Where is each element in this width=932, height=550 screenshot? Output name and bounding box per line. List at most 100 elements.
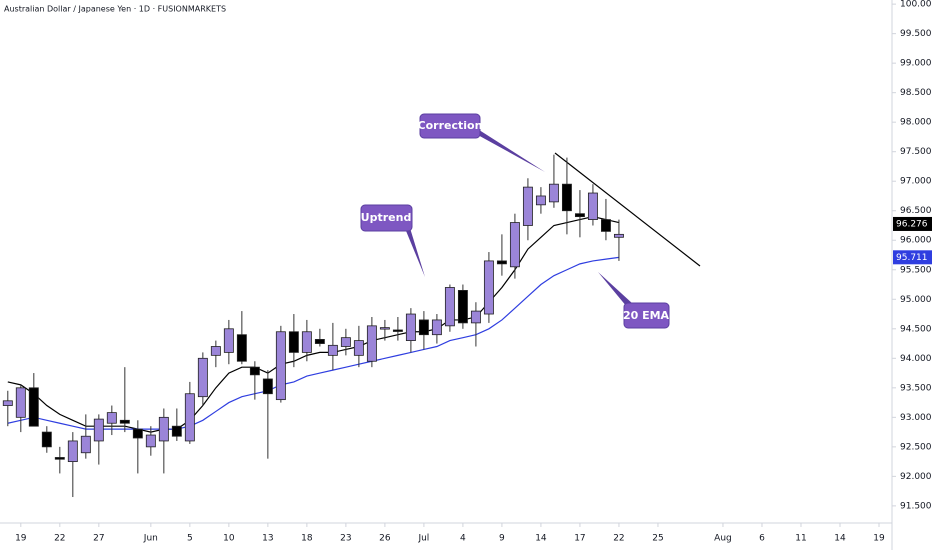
- candle-body: [54, 457, 65, 460]
- candle-body: [275, 331, 286, 401]
- x-tick-label: 19: [873, 534, 885, 544]
- y-tick-label: 97.500: [900, 147, 932, 157]
- y-tick-label: 94.500: [900, 324, 932, 334]
- candle-body: [249, 366, 260, 376]
- candle-body: [314, 339, 325, 344]
- x-tick-label: 5: [187, 534, 193, 544]
- chart-title: Australian Dollar / Japanese Yen · 1D · …: [4, 5, 226, 14]
- y-tick-label: 95.000: [900, 295, 932, 305]
- candle-body: [392, 329, 403, 332]
- candle-body: [470, 310, 481, 324]
- candle-body: [457, 290, 468, 324]
- candle-body: [262, 378, 273, 395]
- y-tick-label: 99.500: [900, 29, 932, 39]
- x-tick-label: 14: [834, 534, 846, 544]
- candle-body: [600, 219, 611, 232]
- x-tick-label: 27: [93, 534, 104, 544]
- candle-body: [93, 418, 104, 442]
- x-tick-label: 22: [613, 534, 624, 544]
- candle-body: [496, 260, 507, 265]
- candle-body: [431, 319, 442, 336]
- candle-body: [119, 419, 130, 424]
- x-tick-label: 10: [223, 534, 235, 544]
- candle-body: [106, 412, 117, 424]
- y-tick-label: 91.500: [900, 501, 932, 511]
- candle-body: [132, 428, 143, 439]
- x-tick-label: 11: [795, 534, 806, 544]
- candle-body: [158, 416, 169, 442]
- price-tag: [893, 216, 932, 231]
- callout-text: Uptrend: [361, 211, 412, 224]
- candle-body: [574, 213, 585, 218]
- y-tick-label: 93.500: [900, 383, 932, 393]
- ema-line: [7, 256, 620, 430]
- x-tick-label: 19: [15, 534, 27, 544]
- candle-body: [145, 434, 156, 448]
- callout-box: [623, 302, 670, 329]
- callout-box: [360, 204, 413, 232]
- candle-body: [379, 327, 390, 330]
- callout-box: [419, 113, 481, 139]
- y-tick-label: 93.000: [900, 413, 932, 423]
- x-tick-label: 17: [574, 534, 585, 544]
- x-tick-label: 9: [499, 534, 505, 544]
- candle-body: [509, 222, 520, 268]
- price-tag-label: 95.711: [896, 253, 928, 263]
- candle-body: [353, 340, 364, 356]
- candle-body: [548, 183, 559, 203]
- x-tick-label: 25: [652, 534, 663, 544]
- candle-body: [210, 346, 221, 356]
- candle-body: [327, 344, 338, 356]
- y-tick-label: 98.500: [900, 88, 932, 98]
- x-tick-label: Aug: [714, 534, 732, 544]
- candle-body: [80, 435, 91, 454]
- x-tick-label: 4: [460, 534, 466, 544]
- candle-body: [561, 183, 572, 212]
- y-tick-label: 99.000: [900, 59, 932, 69]
- x-tick-label: 22: [54, 534, 65, 544]
- x-tick-label: 14: [535, 534, 547, 544]
- callout-text: 20 EMA: [623, 309, 670, 322]
- x-tick-label: Jul: [417, 534, 429, 544]
- y-tick-label: 97.000: [900, 177, 932, 187]
- y-tick-label: 98.000: [900, 118, 932, 128]
- candle-body: [522, 186, 533, 226]
- price-tag: [893, 250, 932, 265]
- callout-arrow: [476, 128, 545, 172]
- x-tick-label: 18: [301, 534, 313, 544]
- candle-body: [2, 400, 13, 406]
- candle-body: [613, 233, 624, 238]
- candle-body: [587, 192, 598, 220]
- candle-body: [301, 331, 312, 353]
- y-tick-label: 96.000: [900, 236, 932, 246]
- candle-body: [171, 425, 182, 437]
- candle-body: [223, 328, 234, 353]
- candle-body: [535, 195, 546, 206]
- candle-body: [236, 334, 247, 362]
- candle-body: [67, 440, 78, 463]
- y-tick-label: 96.500: [900, 206, 932, 216]
- annotations: Correction Uptrend 20 EMA: [360, 113, 670, 329]
- candle-body: [197, 357, 208, 398]
- x-tick-label: 6: [759, 534, 765, 544]
- candle-body: [366, 325, 377, 362]
- ema-line: [7, 216, 620, 433]
- candle-body: [418, 319, 429, 336]
- candle-body: [340, 337, 351, 347]
- price-tag-label: 96.276: [896, 219, 928, 229]
- y-tick-label: 94.000: [900, 354, 932, 364]
- callout-text: Correction: [418, 119, 483, 132]
- candle-body: [15, 387, 26, 418]
- candle-body: [288, 331, 299, 353]
- callout-arrow: [598, 272, 633, 307]
- candle-body: [28, 387, 39, 427]
- candle-body: [41, 431, 52, 448]
- y-tick-label: 100.000: [900, 0, 932, 10]
- x-tick-label: 23: [340, 534, 351, 544]
- candle-body: [184, 393, 195, 442]
- x-tick-label: Jun: [143, 534, 158, 544]
- y-tick-label: 95.500: [900, 265, 932, 275]
- y-tick-label: 92.000: [900, 472, 932, 482]
- candle-body: [405, 313, 416, 341]
